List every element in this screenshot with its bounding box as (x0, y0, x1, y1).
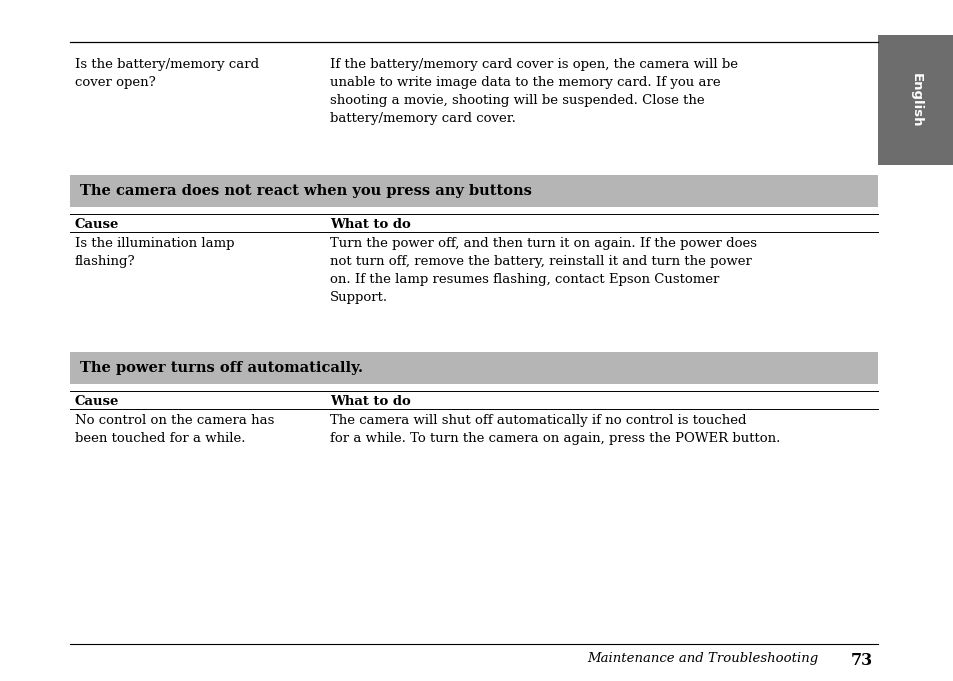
Text: If the battery/memory card cover is open, the camera will be
unable to write ima: If the battery/memory card cover is open… (330, 58, 738, 125)
Bar (70, 175, 877, 207)
Bar (877, 35, 953, 165)
Text: Maintenance and Troubleshooting: Maintenance and Troubleshooting (586, 652, 817, 665)
Text: What to do: What to do (330, 218, 411, 231)
Text: Cause: Cause (75, 395, 119, 408)
Text: What to do: What to do (330, 395, 411, 408)
Text: Cause: Cause (75, 218, 119, 231)
Text: No control on the camera has
been touched for a while.: No control on the camera has been touche… (75, 414, 274, 445)
Text: 73: 73 (850, 652, 872, 669)
Text: Is the illumination lamp
flashing?: Is the illumination lamp flashing? (75, 237, 234, 268)
Text: Turn the power off, and then turn it on again. If the power does
not turn off, r: Turn the power off, and then turn it on … (330, 237, 757, 304)
Text: The camera does not react when you press any buttons: The camera does not react when you press… (80, 184, 532, 198)
Text: Is the battery/memory card
cover open?: Is the battery/memory card cover open? (75, 58, 259, 89)
Bar (70, 352, 877, 384)
Text: The power turns off automatically.: The power turns off automatically. (80, 361, 363, 375)
Text: The camera will shut off automatically if no control is touched
for a while. To : The camera will shut off automatically i… (330, 414, 780, 445)
Text: English: English (908, 73, 922, 127)
